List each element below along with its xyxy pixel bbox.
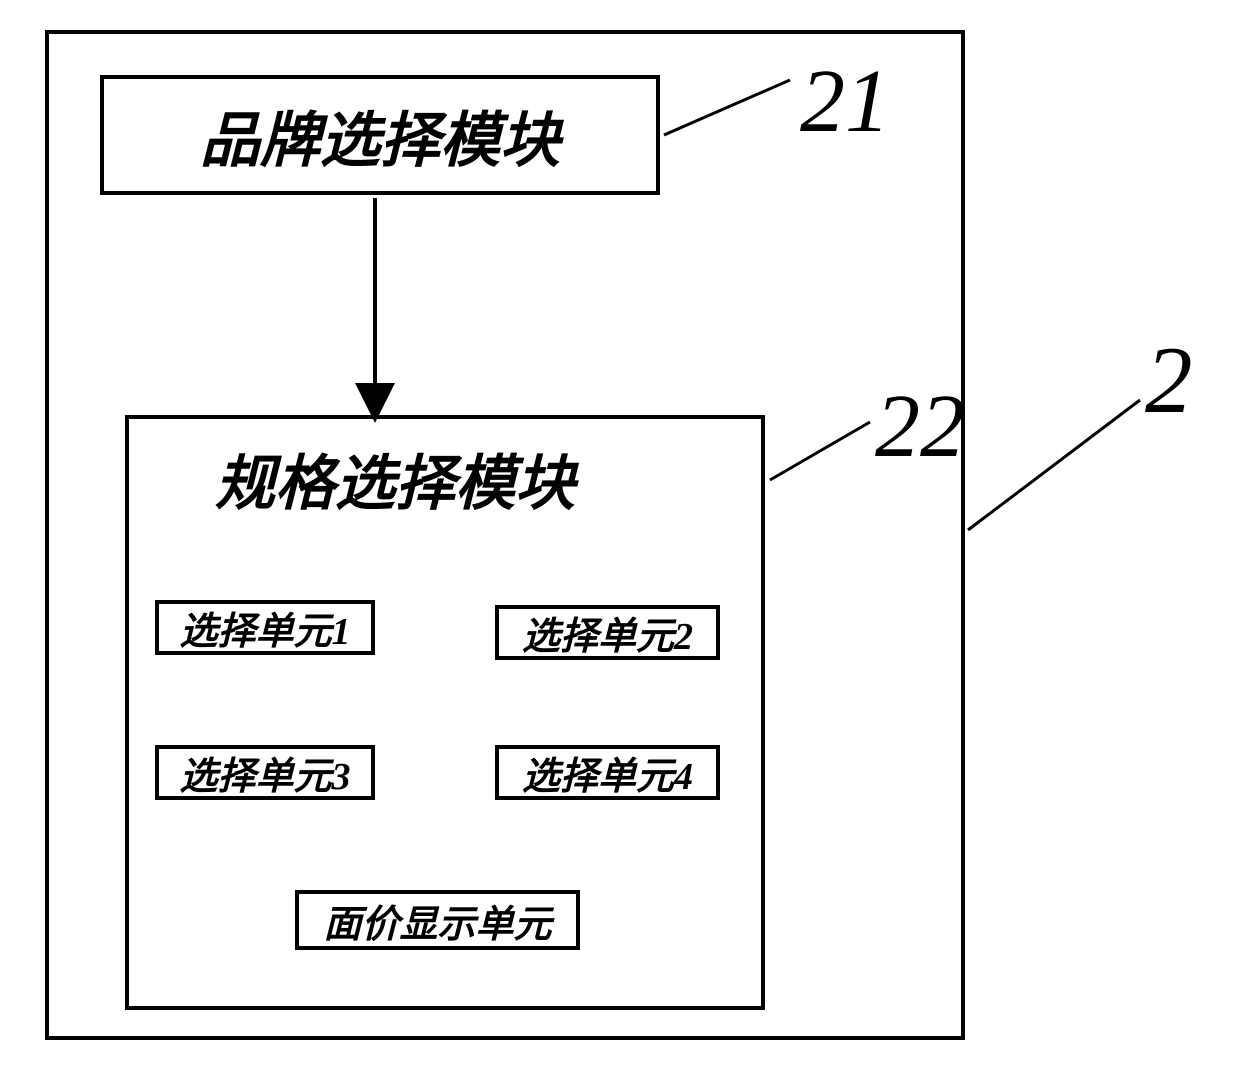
select-unit-3-box: 选择单元3 — [155, 745, 375, 800]
select-unit-2-label: 选择单元2 — [522, 605, 693, 660]
select-unit-4-label: 选择单元4 — [522, 745, 693, 800]
select-unit-1-label: 选择单元1 — [179, 600, 350, 655]
spec-selection-module-title: 规格选择模块 — [215, 435, 575, 522]
select-unit-1-box: 选择单元1 — [155, 600, 375, 655]
ref-number-21: 21 — [800, 50, 890, 153]
brand-selection-module-label: 品牌选择模块 — [200, 92, 560, 179]
select-unit-4-box: 选择单元4 — [495, 745, 720, 800]
ref-number-22: 22 — [875, 375, 965, 478]
brand-selection-module-box: 品牌选择模块 — [100, 75, 660, 195]
price-display-unit-label: 面价显示单元 — [323, 893, 551, 948]
ref-number-2: 2 — [1145, 325, 1193, 435]
select-unit-3-label: 选择单元3 — [179, 745, 350, 800]
leader-line-2 — [968, 400, 1140, 530]
select-unit-2-box: 选择单元2 — [495, 605, 720, 660]
price-display-unit-box: 面价显示单元 — [295, 890, 580, 950]
